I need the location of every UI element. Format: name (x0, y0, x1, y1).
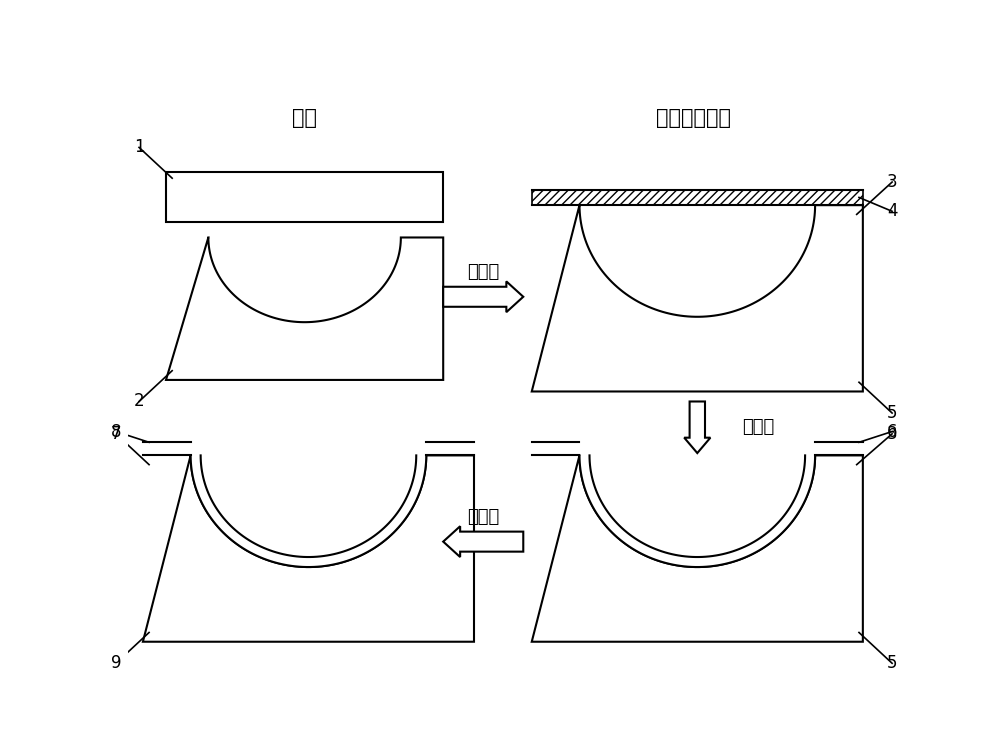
Text: 5: 5 (887, 654, 897, 672)
Text: 4: 4 (887, 202, 897, 220)
Text: 5: 5 (887, 404, 897, 422)
Text: 7: 7 (111, 425, 121, 443)
Text: 6: 6 (887, 423, 897, 441)
Text: 8: 8 (111, 423, 121, 441)
Text: 3: 3 (887, 425, 897, 443)
Polygon shape (143, 456, 474, 642)
Polygon shape (143, 441, 191, 456)
Text: 超塑成形温度: 超塑成形温度 (656, 108, 731, 128)
Text: 2: 2 (134, 392, 144, 411)
Text: 阶段一: 阶段一 (467, 263, 499, 281)
Text: 室温: 室温 (292, 108, 317, 128)
Text: 9: 9 (111, 654, 121, 672)
FancyArrow shape (443, 282, 523, 312)
Polygon shape (532, 456, 863, 642)
FancyArrow shape (443, 526, 523, 557)
Text: 阶段三: 阶段三 (467, 508, 499, 526)
Bar (166, 172, 443, 222)
FancyArrow shape (684, 401, 710, 453)
Text: 3: 3 (887, 173, 897, 191)
Polygon shape (579, 456, 815, 567)
Polygon shape (815, 441, 863, 456)
Polygon shape (191, 456, 426, 567)
Polygon shape (532, 205, 863, 391)
Text: 1: 1 (134, 138, 144, 156)
Bar (532, 190, 863, 205)
Polygon shape (532, 441, 579, 456)
Polygon shape (166, 238, 443, 380)
Text: 阶段二: 阶段二 (742, 418, 774, 436)
Polygon shape (426, 441, 474, 456)
